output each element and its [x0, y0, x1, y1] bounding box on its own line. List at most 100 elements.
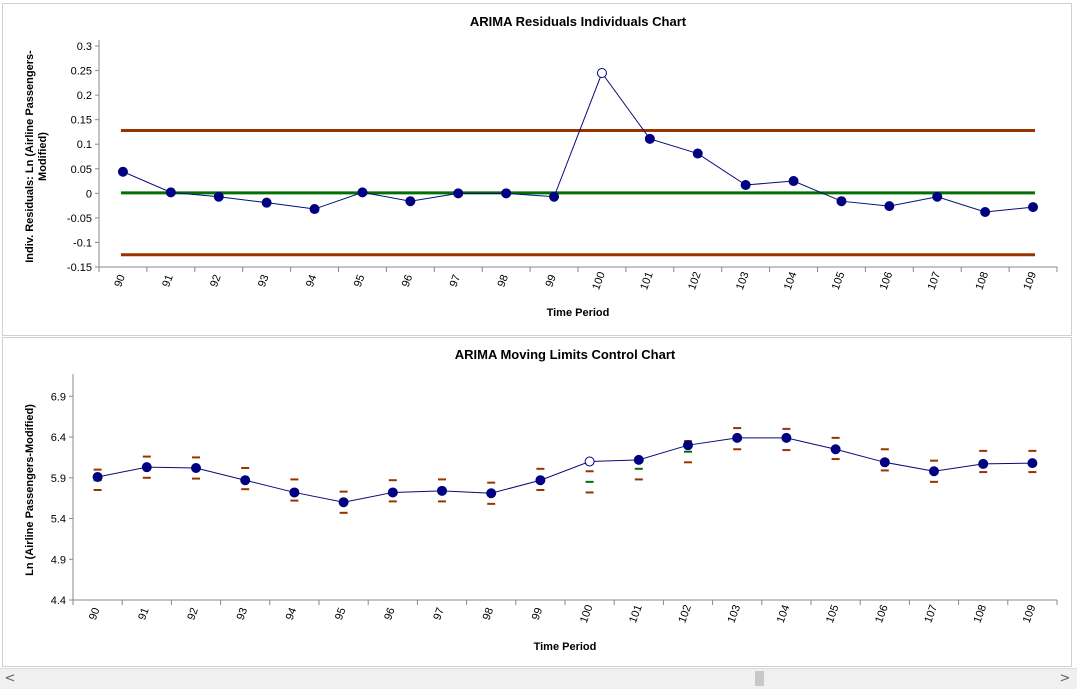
x-tick-label: 109	[1021, 603, 1039, 624]
data-point	[1027, 458, 1038, 469]
chart-title: ARIMA Moving Limits Control Chart	[455, 347, 676, 362]
moving-limits-chart: ARIMA Moving Limits Control Chart 6.9 6.4 5…	[24, 347, 1058, 653]
data-point	[644, 133, 655, 144]
data-point	[1028, 202, 1039, 213]
x-tick-label: 100	[590, 270, 608, 291]
x-axis-title: Time Period	[547, 307, 610, 319]
data-point	[549, 191, 560, 202]
x-tick-label: 104	[782, 270, 800, 291]
data-point	[732, 432, 743, 443]
y-tick-label: -0.1	[73, 237, 92, 249]
x-tick-label: 108	[972, 603, 990, 624]
data-point	[387, 487, 398, 498]
data-point	[338, 497, 349, 508]
y-tick-label: -0.05	[67, 213, 92, 225]
x-tick-label: 106	[878, 270, 896, 291]
x-tick-label: 103	[734, 270, 752, 291]
residuals-chart: ARIMA Residuals Individuals Chart 0.3 0.25…	[24, 14, 1058, 319]
series-line	[122, 71, 1034, 213]
data-point	[535, 475, 546, 486]
y-axis-title: Indiv. Residuals: Ln (Airline Passengers…	[24, 50, 36, 263]
data-point	[740, 179, 751, 190]
x-tick-label: 95	[333, 606, 348, 622]
data-point	[92, 471, 103, 482]
x-tick-label: 96	[400, 273, 415, 289]
x-tick-label: 91	[136, 606, 151, 622]
data-point	[486, 488, 497, 499]
x-tick-label: 106	[873, 603, 891, 624]
data-point	[261, 197, 272, 208]
y-tick-label: -0.15	[67, 262, 92, 274]
x-tick-label: 107	[926, 270, 944, 291]
x-tick-label: 94	[304, 273, 319, 289]
data-point	[788, 176, 799, 187]
data-point	[978, 458, 989, 469]
x-tick-label: 102	[686, 270, 704, 291]
scroll-left-arrow-icon[interactable]: <	[4, 671, 16, 686]
x-tick-label: 101	[627, 603, 645, 624]
x-tick-label: 98	[481, 606, 496, 622]
data-point	[836, 196, 847, 207]
data-point	[830, 444, 841, 455]
x-tick-label: 95	[352, 273, 367, 289]
x-tick-label: 102	[676, 603, 694, 624]
x-tick-label: 92	[185, 606, 200, 622]
x-tick-label: 99	[543, 273, 558, 289]
data-point	[633, 454, 644, 465]
y-tick-label: 0.1	[77, 139, 92, 151]
data-point	[879, 457, 890, 468]
data-point	[980, 206, 991, 217]
data-point	[453, 188, 464, 199]
x-tick-label: 105	[830, 270, 848, 291]
y-axis-title: Ln (Airline Passengers-Modified)	[24, 404, 36, 576]
y-tick-label: 0.25	[71, 66, 92, 78]
x-tick-label: 108	[974, 270, 992, 291]
y-tick-label: 0.05	[71, 164, 92, 176]
data-point	[884, 201, 895, 212]
x-tick-label: 105	[824, 603, 842, 624]
data-point	[405, 196, 416, 207]
data-point	[191, 463, 201, 473]
x-tick-label: 103	[726, 603, 744, 624]
y-tick-label: 6.4	[51, 432, 66, 444]
x-tick-label: 96	[382, 606, 397, 622]
scroll-right-arrow-icon[interactable]: >	[1059, 671, 1071, 686]
scroll-thumb[interactable]	[755, 671, 764, 686]
x-tick-label: 97	[448, 273, 463, 289]
y-tick-label: 5.9	[51, 473, 66, 485]
x-tick-label: 91	[160, 273, 175, 289]
data-point	[117, 166, 128, 177]
x-tick-label: 101	[638, 270, 656, 291]
data-point	[357, 187, 368, 198]
data-point	[213, 191, 224, 202]
moving-limits-chart-panel: ARIMA Moving Limits Control Chart 6.9 6.4 5…	[2, 337, 1072, 667]
y-tick-label: 0	[86, 188, 92, 200]
data-point	[932, 191, 943, 202]
out-of-control-point	[596, 68, 607, 79]
x-tick-label: 90	[87, 606, 102, 622]
series-line	[97, 437, 1033, 503]
data-point	[692, 148, 703, 159]
x-tick-label: 93	[256, 273, 271, 289]
x-tick-label: 100	[578, 603, 596, 624]
x-tick-label: 97	[431, 606, 446, 622]
data-point	[309, 204, 320, 215]
horizontal-scrollbar[interactable]: < >	[0, 668, 1077, 689]
data-point	[165, 187, 176, 198]
y-tick-label: 0.15	[71, 115, 92, 127]
x-tick-label: 109	[1021, 270, 1039, 291]
y-tick-label: 5.4	[51, 514, 66, 526]
x-tick-label: 99	[530, 606, 545, 622]
data-point	[501, 188, 512, 199]
y-tick-label: 4.9	[51, 554, 66, 566]
data-point	[141, 462, 152, 473]
x-tick-label: 93	[235, 606, 250, 622]
x-tick-label: 90	[112, 273, 127, 289]
y-tick-label: 0.2	[77, 90, 92, 102]
x-tick-label: 94	[284, 606, 299, 622]
data-point	[240, 475, 251, 486]
data-point	[289, 487, 300, 498]
data-point	[929, 466, 939, 477]
x-tick-label: 107	[922, 603, 940, 624]
y-tick-label: 6.9	[51, 391, 66, 403]
